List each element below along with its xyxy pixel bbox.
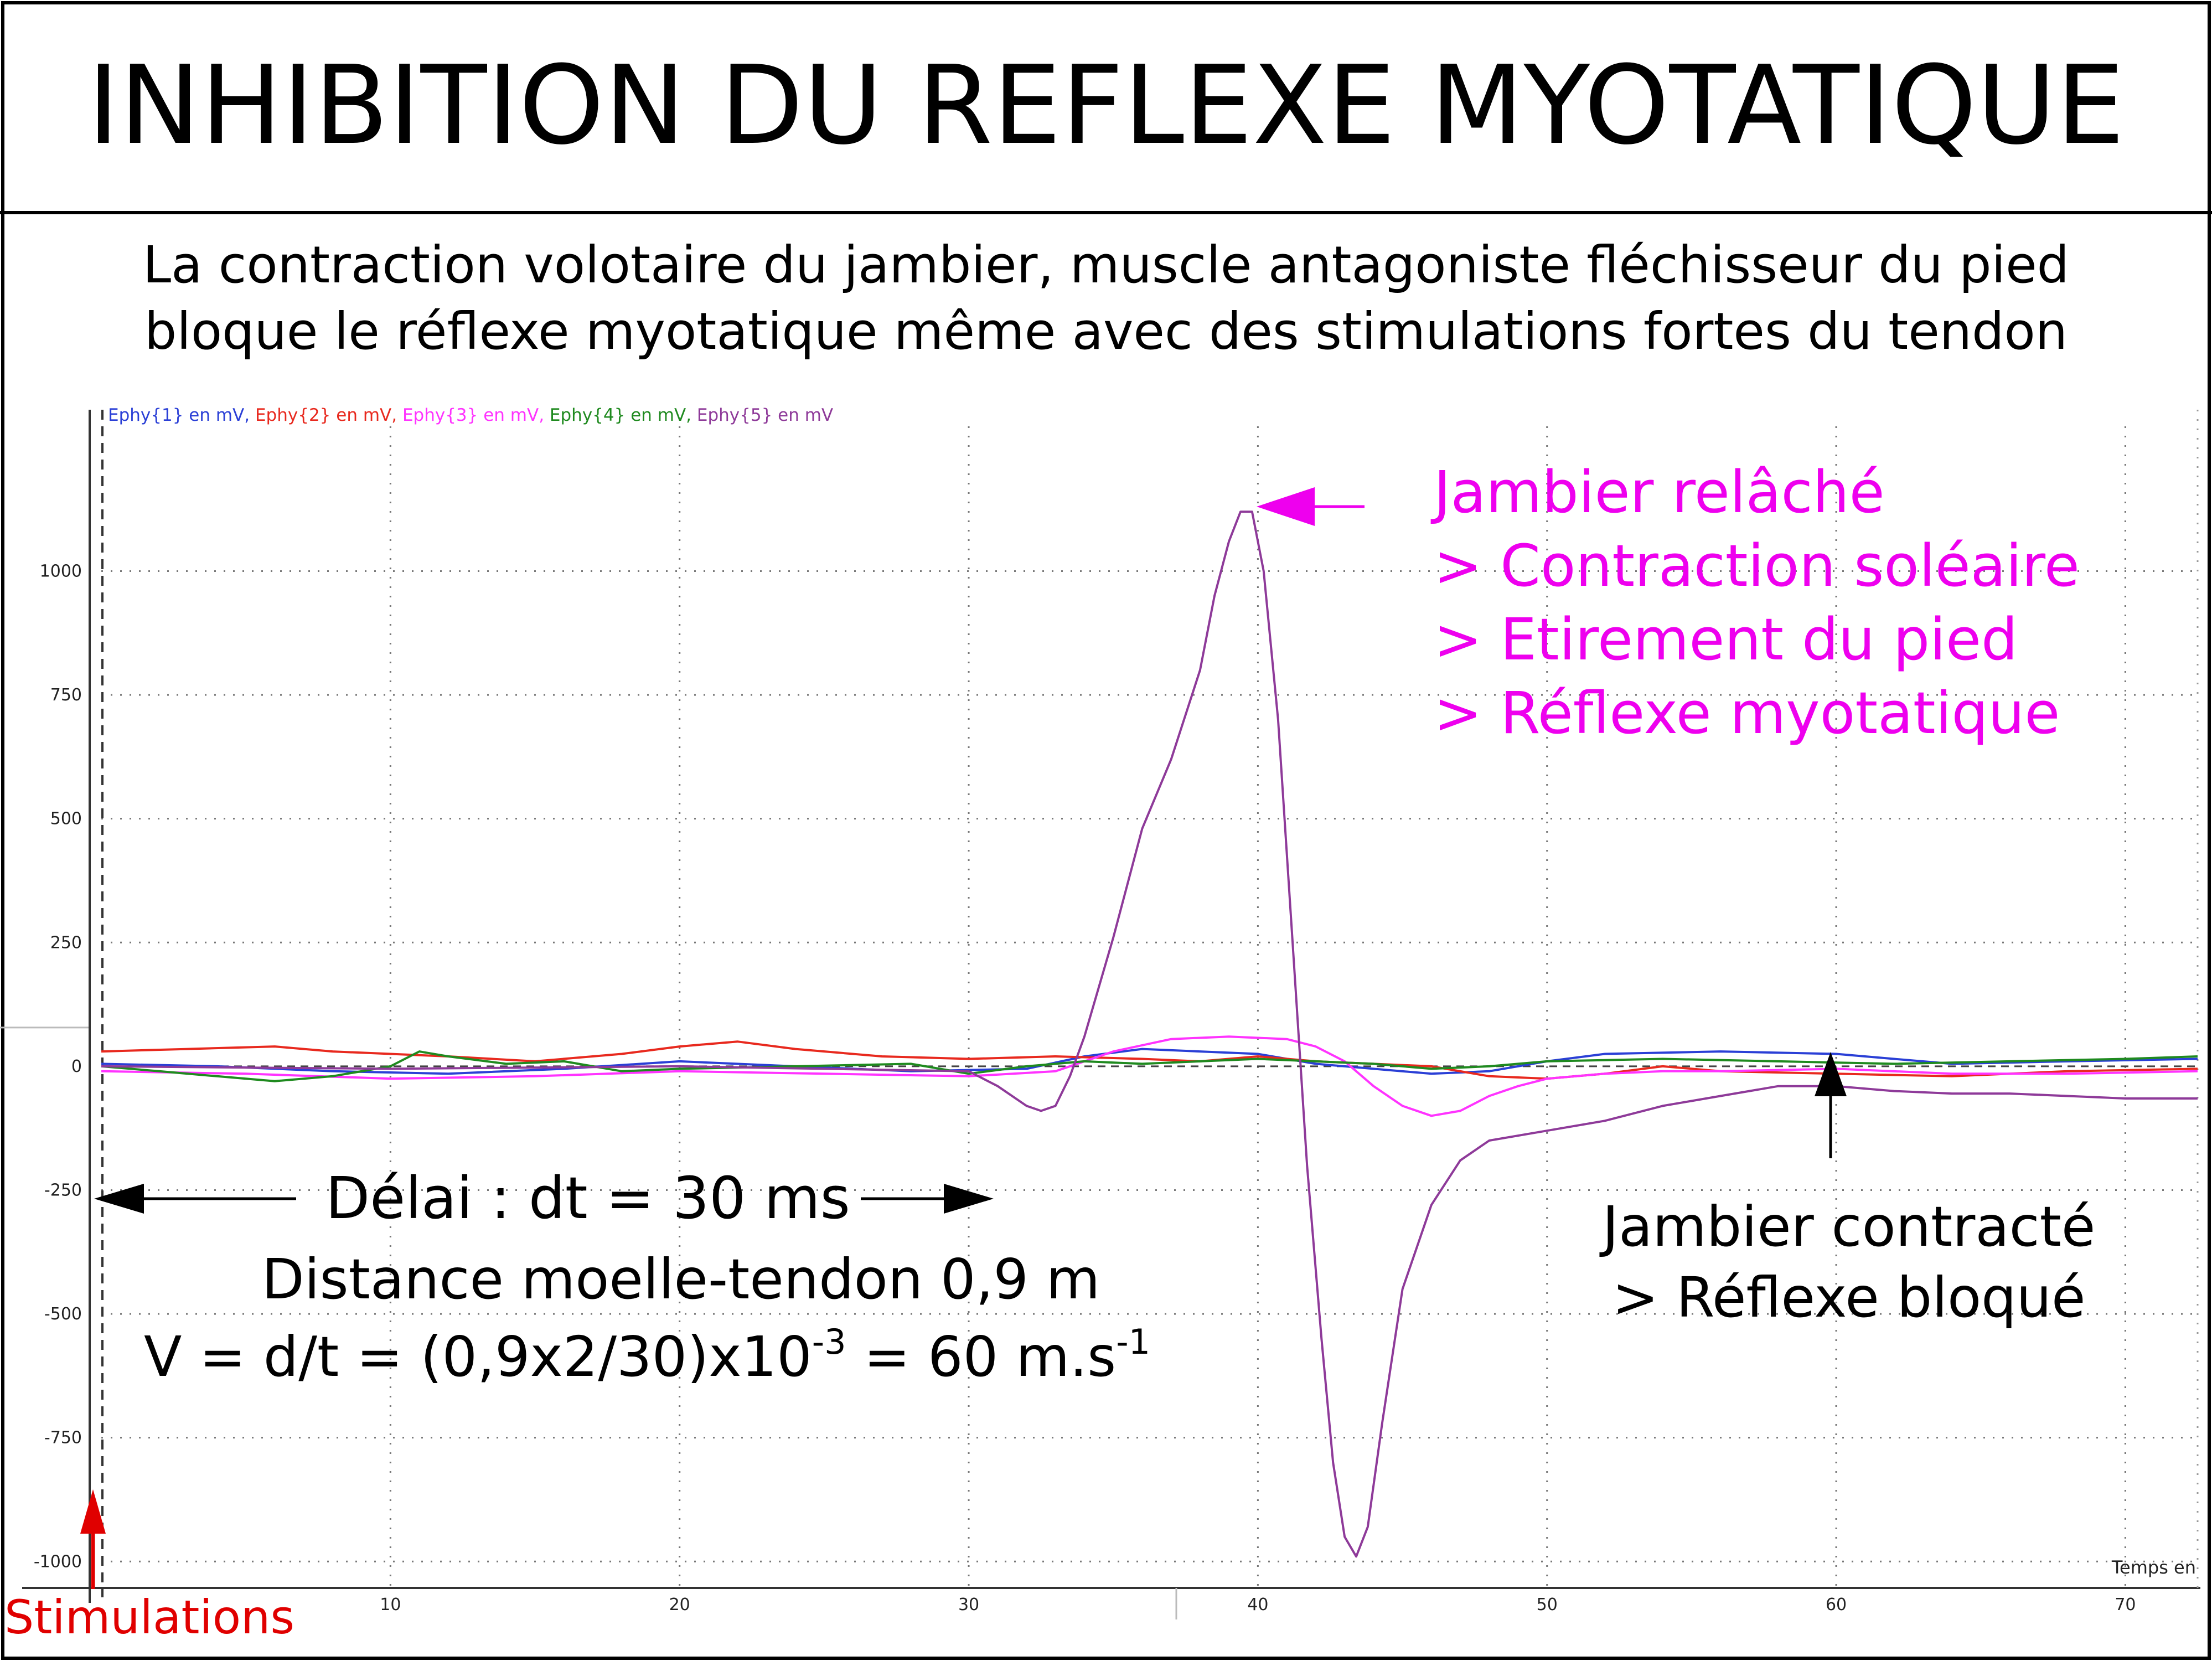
velocity-exponent-2: -1 [1116,1322,1150,1362]
annotation-contracted-line-1: Jambier contracté [1599,1194,2096,1259]
annotation-relaxed-line-1: Jambier relâché [1430,458,1885,526]
annotation-contracted-line-2: > Réflexe bloqué [1612,1265,2085,1330]
page-title: INHIBITION DU REFLEXE MYOTATIQUE [87,43,2125,169]
y-tick-label-3: 250 [50,933,82,952]
legend-entry-4: Ephy{4} en mV, [550,405,697,425]
peak-arrow-head [1257,487,1315,526]
y-tick-label-7: -750 [44,1428,82,1448]
legend-entry-2: Ephy{2} en mV, [255,405,402,425]
y-tick-label-0: 1000 [40,561,82,581]
y-tick-label-4: 0 [71,1057,82,1076]
velocity-main: V = d/t = (0,9x2/30)x10 [144,1324,812,1389]
series-line-4 [101,1050,2198,1082]
x-tick-label-5: 60 [1826,1595,1847,1614]
y-tick-label-6: -500 [44,1304,82,1324]
delay-arrow-left-head [94,1184,144,1214]
y-tick-label-5: -250 [44,1180,82,1200]
blocked-arrow-head [1815,1052,1847,1096]
x-tick-label-3: 40 [1247,1595,1268,1614]
distance-label: Distance moelle-tendon 0,9 m [262,1247,1100,1312]
x-tick-label-0: 10 [380,1595,401,1614]
series-line-3 [101,1035,2198,1117]
series-line-5 [101,510,2198,1558]
annotation-relaxed-line-2: > Contraction soléaire [1434,532,2080,600]
series-lines [101,510,2198,1558]
stimulation-arrow-head [80,1489,106,1534]
annotation-relaxed-line-3: > Etirement du pied [1434,606,2018,673]
axes: 1000 750 500 250 0 -250 -500 -750 -1000 10 20 30 40 5… [0,410,2200,1619]
legend-entry-1: Ephy{1} en mV, [108,405,255,425]
series-line-1 [101,1048,2198,1075]
legend-entry-5: Ephy{5} en mV [697,405,833,425]
grid [101,426,2198,1586]
stimulations-label: Stimulations [4,1590,294,1644]
x-axis-label: Temps en [2111,1557,2196,1578]
series-line-2 [101,1040,2198,1080]
x-tick-label-1: 20 [669,1595,690,1614]
velocity-exponent-1: -3 [812,1322,846,1362]
legend-entries: Ephy{1} en mV, Ephy{2} en mV, Ephy{3} en… [108,405,833,425]
velocity-formula: V = d/t = (0,9x2/30)x10-3 = 60 m.s-1 [144,1322,1150,1389]
y-tick-label-8: -1000 [34,1552,82,1571]
velocity-mid: = 60 m.s [846,1324,1117,1389]
subtitle-line-2: bloque le réflexe myotatique même avec d… [144,302,2068,361]
annotation-stimulations: Stimulations [4,1489,294,1644]
x-tick-label-2: 30 [958,1595,979,1614]
annotation-relaxed: Jambier relâché > Contraction soléaire >… [1257,458,2080,747]
delay-label: Délai : dt = 30 ms [325,1164,850,1232]
subtitle-line-1: La contraction volotaire du jambier, mus… [143,235,2069,295]
delay-arrow-right-head [944,1184,994,1214]
x-tick-label-4: 50 [1537,1595,1558,1614]
x-tick-label-6: 70 [2115,1595,2136,1614]
y-tick-label-2: 500 [50,809,82,829]
annotation-delay: Délai : dt = 30 ms Distance moelle-tendo… [94,1164,1150,1389]
annotation-relaxed-line-4: > Réflexe myotatique [1434,679,2060,747]
legend-entry-3: Ephy{3} en mV, [402,405,550,425]
legend: Ephy{1} en mV, Ephy{2} en mV, Ephy{3} en… [108,405,833,425]
annotation-contracted: Jambier contracté > Réflexe bloqué [1599,1052,2096,1330]
y-tick-label-1: 750 [50,685,82,705]
